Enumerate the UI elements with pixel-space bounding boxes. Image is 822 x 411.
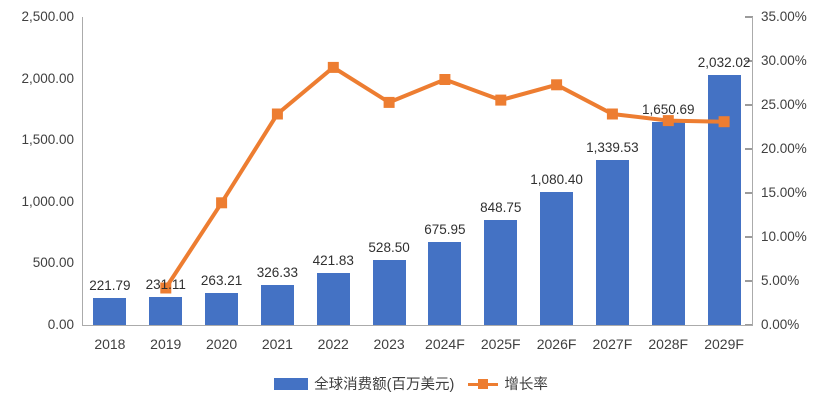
bar-value-label-2026F: 1,080.40	[530, 171, 583, 187]
left-y-tick-label: 0.00	[47, 317, 74, 332]
growth-rate-line-series	[160, 61, 730, 294]
bar-value-label-2022: 421.83	[312, 253, 354, 269]
left-y-tick-label: 500.00	[32, 255, 74, 271]
left-y-tick-label: 2,500.00	[21, 9, 74, 24]
x-axis-label-2018: 2018	[94, 336, 126, 352]
bar-2018	[93, 297, 127, 325]
bar-2021	[260, 284, 294, 325]
right-y-tick-label: 30.00%	[761, 53, 807, 68]
line-marker-icon	[718, 116, 730, 128]
right-axis-line	[752, 17, 753, 325]
right-axis-tick-mark	[745, 192, 753, 194]
right-axis-tick-mark	[745, 280, 753, 282]
left-axis-line	[82, 17, 83, 325]
line-marker-icon	[160, 282, 172, 294]
right-y-tick-label: 5.00%	[761, 273, 800, 288]
right-axis-tick-mark	[745, 104, 753, 106]
bar-value-label-2025F: 848.75	[480, 200, 522, 216]
x-axis-label-2024F: 2024F	[425, 336, 465, 352]
bar-value-label-2019: 231.11	[145, 276, 186, 292]
right-y-tick-label: 0.00%	[761, 317, 800, 332]
x-axis-label-2022: 2022	[317, 336, 349, 352]
line-marker-icon	[439, 74, 451, 85]
left-y-tick-label: 2,000.00	[21, 70, 74, 86]
bar-2022	[316, 273, 350, 325]
legend-label-consumption: 全球消费额(百万美元)	[314, 377, 455, 393]
left-y-tick-label: 1,000.00	[21, 193, 74, 209]
x-axis-label-2025F: 2025F	[480, 336, 521, 352]
right-y-tick-label: 20.00%	[761, 141, 807, 156]
growth-line	[164, 64, 725, 290]
x-axis-label-2021: 2021	[261, 336, 293, 352]
legend-item-consumption: 全球消费额(百万美元)	[274, 373, 454, 394]
bar-value-label-2023: 528.50	[368, 239, 410, 255]
line-marker-icon	[495, 94, 507, 106]
right-axis-tick-mark	[745, 16, 753, 18]
right-axis-tick-mark	[745, 60, 753, 62]
line-marker-icon	[327, 61, 339, 73]
right-y-tick-label: 10.00%	[761, 229, 807, 244]
left-y-tick-label: 1,500.00	[21, 132, 74, 148]
x-axis-label-2020: 2020	[206, 336, 238, 352]
bar-2026F	[540, 191, 574, 325]
line-marker-icon	[551, 79, 563, 91]
line-series-swatch-icon	[468, 378, 499, 390]
right-axis-tick-mark	[745, 148, 753, 150]
bar-2024F	[428, 241, 462, 325]
x-axis-label-2027F: 2027F	[592, 336, 633, 352]
x-axis-label-2029F: 2029F	[704, 336, 744, 352]
bar-2020	[205, 292, 239, 325]
line-marker-icon	[383, 96, 395, 108]
x-axis-label-2028F: 2028F	[648, 336, 689, 352]
bar-series-swatch-icon	[274, 377, 309, 390]
line-marker-icon	[662, 115, 674, 127]
line-marker-icon	[606, 108, 618, 120]
x-axis-label-2019: 2019	[150, 336, 182, 352]
right-y-tick-label: 25.00%	[761, 97, 807, 112]
right-y-tick-label: 15.00%	[761, 185, 807, 200]
bar-value-label-2029F: 2,032.02	[697, 54, 751, 70]
bar-2025F	[484, 220, 518, 325]
legend-item-growth: 增长率	[468, 373, 548, 394]
bar-2019	[149, 296, 183, 325]
line-marker-icon	[271, 108, 283, 120]
bar-2028F	[651, 121, 685, 325]
right-y-tick-label: 35.00%	[761, 9, 807, 24]
bar-2023	[372, 259, 406, 325]
bar-value-label-2024F: 675.95	[424, 221, 466, 237]
legend: 全球消费额(百万美元) 增长率	[0, 373, 822, 394]
bar-value-label-2020: 263.21	[200, 272, 243, 288]
bar-value-label-2021: 326.33	[256, 264, 299, 280]
right-axis-tick-mark	[745, 236, 753, 238]
legend-label-growth: 增长率	[504, 377, 548, 393]
x-axis-line	[82, 325, 753, 326]
x-axis-label-2023: 2023	[373, 336, 405, 352]
bar-value-label-2028F: 1,650.69	[641, 101, 695, 117]
bar-2027F	[595, 159, 629, 325]
line-marker-icon	[216, 197, 228, 209]
bar-value-label-2027F: 1,339.53	[586, 139, 639, 155]
bar-value-label-2018: 221.79	[89, 277, 131, 293]
x-axis-label-2026F: 2026F	[536, 336, 577, 352]
